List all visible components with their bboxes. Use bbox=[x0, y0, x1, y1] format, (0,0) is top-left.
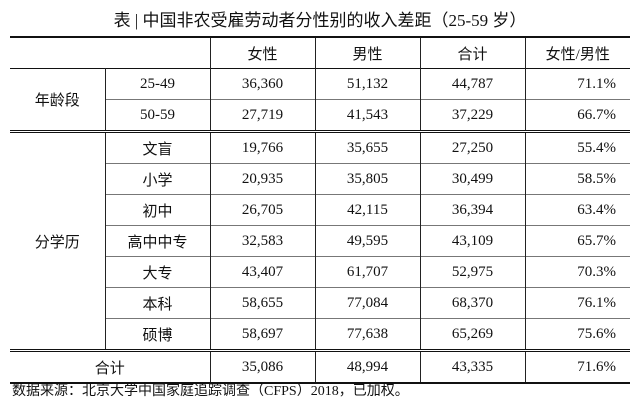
header-cell: 合计 bbox=[419, 37, 526, 69]
table-header: 女性 男性 合计 女性/男性 bbox=[10, 37, 630, 69]
source-note: 数据来源：北京大学中国家庭追踪调查（CFPS）2018，已加权。 bbox=[12, 384, 409, 399]
data-row: 分学历 文盲 19,766 35,655 27,250 55.4% bbox=[10, 131, 630, 351]
value-cell: 27,250 bbox=[419, 131, 526, 164]
group-label: 分学历 bbox=[10, 131, 106, 351]
header-row: 女性 男性 合计 女性/男性 bbox=[10, 37, 630, 69]
table-title: 表 | 中国非农受雇劳动者分性别的收入差距（25-59 岁） bbox=[113, 11, 527, 30]
header-cell bbox=[10, 37, 211, 69]
value-cell: 66.7% bbox=[524, 99, 630, 132]
total-row: 合计 35,086 48,994 43,335 71.6% bbox=[10, 350, 630, 383]
value-cell: 42,115 bbox=[314, 194, 421, 226]
value-cell: 26,705 bbox=[209, 194, 316, 226]
value-cell: 58.5% bbox=[524, 163, 630, 195]
row-label: 初中 bbox=[105, 194, 211, 226]
header-cell: 男性 bbox=[314, 37, 421, 69]
value-cell: 35,655 bbox=[314, 131, 421, 164]
value-cell: 65,269 bbox=[419, 318, 526, 351]
data-row: 50-59 27,719 41,543 37,229 66.7% bbox=[10, 99, 630, 132]
value-cell: 49,595 bbox=[314, 225, 421, 257]
data-row: 硕博 58,697 77,638 65,269 75.6% bbox=[10, 318, 630, 351]
value-cell: 30,499 bbox=[419, 163, 526, 195]
value-cell: 75.6% bbox=[524, 318, 630, 351]
value-cell: 71.1% bbox=[524, 68, 630, 100]
value-cell: 43,335 bbox=[419, 350, 526, 383]
header-cell: 女性/男性 bbox=[524, 37, 630, 69]
row-label: 大专 bbox=[105, 256, 211, 288]
value-cell: 35,805 bbox=[314, 163, 421, 195]
row-label: 硕博 bbox=[105, 318, 211, 351]
value-cell: 71.6% bbox=[524, 350, 630, 383]
value-cell: 48,994 bbox=[314, 350, 421, 383]
value-cell: 70.3% bbox=[524, 256, 630, 288]
value-cell: 37,229 bbox=[419, 99, 526, 132]
data-row: 年龄段 25-49 36,360 51,132 44,787 71.1% bbox=[10, 68, 630, 132]
row-label: 文盲 bbox=[104, 131, 211, 164]
value-cell: 20,935 bbox=[209, 163, 316, 195]
group-label: 年龄段 bbox=[10, 68, 106, 132]
row-label: 小学 bbox=[105, 163, 211, 195]
value-cell: 36,360 bbox=[209, 68, 316, 100]
row-label: 25-49 bbox=[104, 68, 211, 100]
data-row: 小学 20,935 35,805 30,499 58.5% bbox=[10, 163, 630, 195]
value-cell: 77,638 bbox=[314, 318, 421, 351]
value-cell: 44,787 bbox=[419, 68, 526, 100]
data-row: 高中中专 32,583 49,595 43,109 65.7% bbox=[10, 225, 630, 257]
value-cell: 77,084 bbox=[314, 287, 421, 319]
value-cell: 58,697 bbox=[209, 318, 316, 351]
row-label: 合计 bbox=[10, 350, 211, 383]
value-cell: 32,583 bbox=[209, 225, 316, 257]
value-cell: 65.7% bbox=[524, 225, 630, 257]
header-cell: 女性 bbox=[209, 37, 316, 69]
table-body: 年龄段 25-49 36,360 51,132 44,787 71.1% 50-59 27,7… bbox=[10, 68, 630, 383]
value-cell: 35,086 bbox=[209, 350, 316, 383]
value-cell: 52,975 bbox=[419, 256, 526, 288]
value-cell: 43,407 bbox=[209, 256, 316, 288]
table: 女性 男性 合计 女性/男性 年龄段 25-49 36,360 51,132 44,787 71… bbox=[10, 36, 630, 384]
value-cell: 58,655 bbox=[209, 287, 316, 319]
value-cell: 63.4% bbox=[524, 194, 630, 226]
data-row: 大专 43,407 61,707 52,975 70.3% bbox=[10, 256, 630, 288]
value-cell: 43,109 bbox=[419, 225, 526, 257]
value-cell: 36,394 bbox=[419, 194, 526, 226]
data-row: 本科 58,655 77,084 68,370 76.1% bbox=[10, 287, 630, 319]
row-label: 本科 bbox=[105, 287, 211, 319]
data-row: 初中 26,705 42,115 36,394 63.4% bbox=[10, 194, 630, 226]
row-label: 高中中专 bbox=[105, 225, 211, 257]
row-label: 50-59 bbox=[105, 99, 211, 132]
value-cell: 61,707 bbox=[314, 256, 421, 288]
value-cell: 55.4% bbox=[524, 131, 630, 164]
value-cell: 68,370 bbox=[419, 287, 526, 319]
value-cell: 41,543 bbox=[314, 99, 421, 132]
value-cell: 76.1% bbox=[524, 287, 630, 319]
value-cell: 51,132 bbox=[314, 68, 421, 100]
value-cell: 19,766 bbox=[209, 131, 316, 164]
value-cell: 27,719 bbox=[209, 99, 316, 132]
